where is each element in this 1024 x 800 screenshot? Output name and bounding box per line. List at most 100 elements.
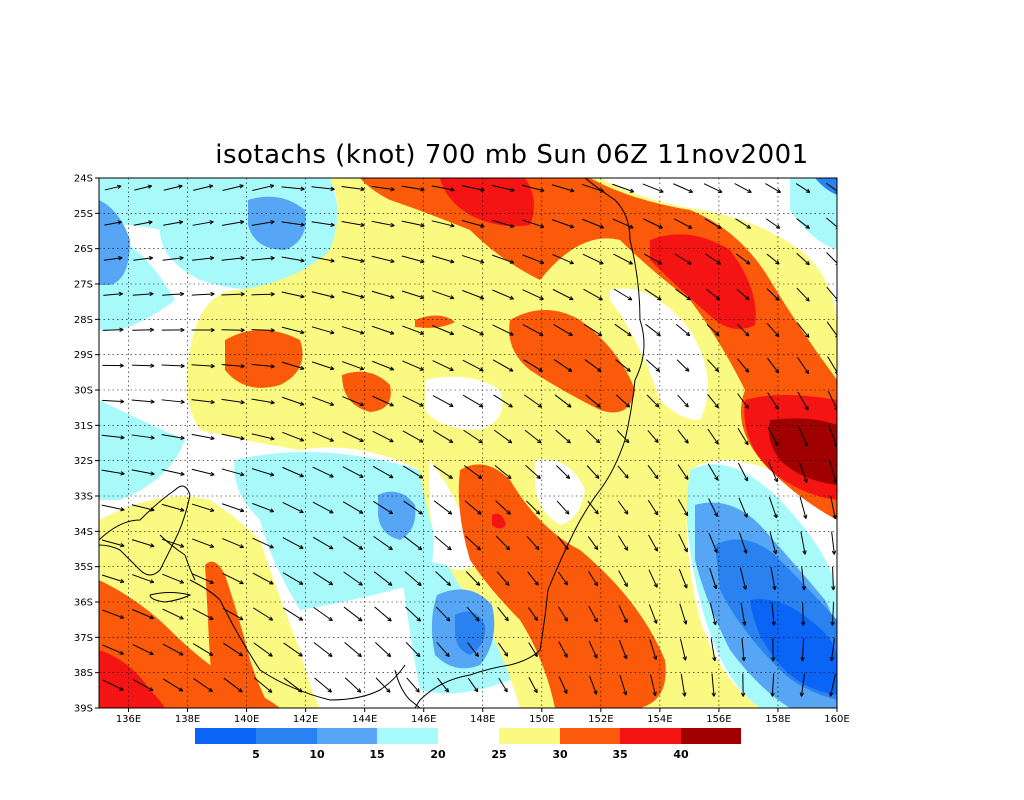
wind-arrow xyxy=(463,465,483,480)
wind-arrow xyxy=(467,677,479,693)
wind-arrow xyxy=(311,326,335,335)
wind-arrow xyxy=(251,468,275,477)
wind-arrow xyxy=(796,252,810,266)
wind-arrow xyxy=(311,256,335,263)
wind-arrow xyxy=(618,639,628,660)
wind-arrow xyxy=(766,288,780,301)
wind-arrow xyxy=(555,429,571,444)
wind-arrow xyxy=(558,606,568,622)
wind-arrow xyxy=(104,184,122,191)
wind-arrow xyxy=(163,220,184,226)
wind-arrow xyxy=(707,463,719,481)
lon-tick-label: 152E xyxy=(588,714,613,725)
wind-arrow xyxy=(765,183,782,193)
wind-arrow xyxy=(528,607,539,622)
wind-arrow xyxy=(648,534,658,552)
wind-arrow xyxy=(676,359,690,372)
wind-arrow xyxy=(709,568,718,590)
lat-tick-label: 27S xyxy=(74,280,93,291)
wind-arrow xyxy=(343,606,363,622)
wind-arrow xyxy=(221,327,245,333)
wind-arrow xyxy=(498,677,508,693)
wind-arrow xyxy=(675,323,691,337)
wind-arrow xyxy=(222,572,244,585)
wind-arrow xyxy=(680,673,687,697)
wind-arrow xyxy=(799,673,806,697)
wind-arrow xyxy=(431,290,455,300)
wind-arrow xyxy=(766,253,780,265)
wind-arrow xyxy=(588,605,598,623)
wind-arrow xyxy=(557,536,569,550)
wind-arrow xyxy=(525,500,541,515)
wind-arrow xyxy=(642,183,664,193)
wind-arrow xyxy=(584,359,602,372)
wind-arrow xyxy=(343,536,364,550)
wind-arrow xyxy=(618,570,628,587)
wind-arrow xyxy=(647,465,659,480)
wind-arrow xyxy=(431,185,455,192)
wind-arrow xyxy=(132,574,155,584)
wind-arrow xyxy=(583,323,603,337)
wind-arrow xyxy=(613,253,633,265)
wind-arrow xyxy=(644,288,662,301)
lon-tick-label: 142E xyxy=(293,714,318,725)
wind-arrow xyxy=(465,535,481,551)
wind-arrow xyxy=(103,256,123,261)
wind-arrow xyxy=(737,462,749,482)
wind-arrow xyxy=(161,434,185,440)
wind-arrow xyxy=(645,359,661,372)
wind-arrow xyxy=(711,673,716,697)
wind-arrow xyxy=(524,429,542,444)
wind-arrow xyxy=(615,359,631,372)
wind-arrow xyxy=(825,182,837,193)
wind-arrow xyxy=(525,465,541,480)
wind-arrow xyxy=(282,466,304,478)
wind-arrow xyxy=(736,288,750,301)
wind-arrow xyxy=(162,255,184,261)
wind-arrow xyxy=(102,644,124,655)
wind-arrow xyxy=(589,675,598,695)
wind-arrow xyxy=(796,322,810,338)
isotach-fill-blues xyxy=(99,178,837,708)
wind-arrow xyxy=(766,323,780,338)
wind-arrow xyxy=(162,678,184,692)
wind-arrow xyxy=(435,571,451,586)
wind-arrow xyxy=(401,185,425,192)
wind-arrow xyxy=(191,399,215,405)
wind-arrow xyxy=(131,469,155,476)
wind-arrow xyxy=(491,184,515,192)
wind-arrow xyxy=(767,427,779,446)
wind-arrow xyxy=(826,286,837,302)
wind-arrow xyxy=(162,291,185,297)
map-title: isotachs (knot) 700 mb Sun 06Z 11nov2001 xyxy=(215,140,809,170)
colorbar-swatch-lt5 xyxy=(195,728,256,744)
colorbar-label: 10 xyxy=(309,748,325,761)
wind-arrow xyxy=(132,678,154,692)
wind-arrow xyxy=(436,642,450,658)
wind-arrow xyxy=(132,291,154,297)
colorbar-swatch-10-15 xyxy=(317,728,377,744)
wind-arrow xyxy=(405,606,422,622)
wind-arrow xyxy=(102,327,124,332)
wind-arrow xyxy=(616,394,631,408)
wind-arrow xyxy=(403,535,423,551)
colorbar-label: 30 xyxy=(552,748,568,761)
wind-arrow xyxy=(678,568,688,589)
wind-arrow xyxy=(192,573,214,584)
wind-arrow xyxy=(646,394,660,408)
wind-arrow xyxy=(131,434,155,440)
wind-arrow xyxy=(193,678,213,692)
lat-tick-label: 25S xyxy=(74,209,93,220)
wind-arrow xyxy=(373,500,394,515)
wind-arrow xyxy=(796,218,810,229)
wind-arrow xyxy=(587,500,599,515)
wind-arrow xyxy=(528,677,538,694)
wind-arrow xyxy=(708,498,718,517)
wind-arrow xyxy=(251,363,275,369)
wind-arrow xyxy=(371,255,395,264)
wind-arrow xyxy=(770,567,777,591)
wind-arrow xyxy=(798,426,809,447)
wind-arrow xyxy=(495,500,511,515)
wind-arrow xyxy=(558,571,569,586)
wind-arrow xyxy=(769,531,778,555)
